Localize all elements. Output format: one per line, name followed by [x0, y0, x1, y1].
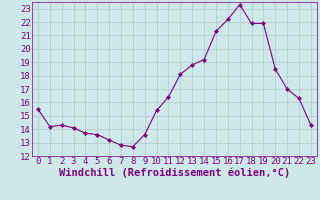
X-axis label: Windchill (Refroidissement éolien,°C): Windchill (Refroidissement éolien,°C): [59, 168, 290, 178]
